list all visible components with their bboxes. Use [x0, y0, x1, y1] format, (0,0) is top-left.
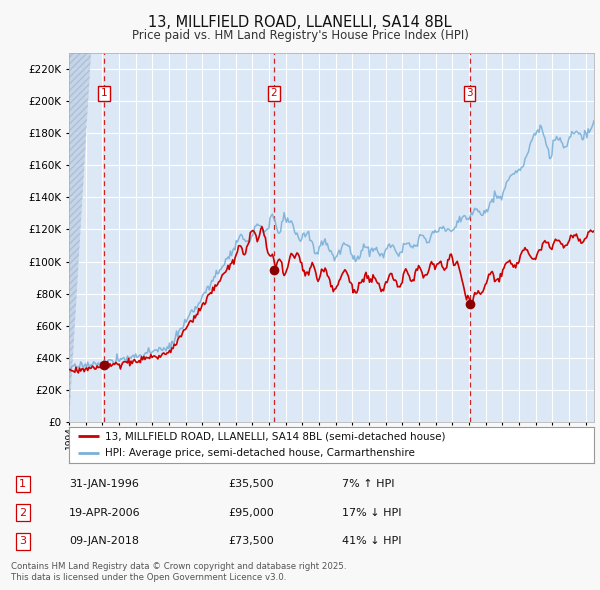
Text: 3: 3 — [466, 88, 473, 98]
Text: 1: 1 — [100, 88, 107, 98]
Text: 17% ↓ HPI: 17% ↓ HPI — [342, 508, 401, 517]
Text: 2: 2 — [271, 88, 277, 98]
Text: 31-JAN-1996: 31-JAN-1996 — [69, 479, 139, 489]
Text: £95,000: £95,000 — [228, 508, 274, 517]
Text: 13, MILLFIELD ROAD, LLANELLI, SA14 8BL (semi-detached house): 13, MILLFIELD ROAD, LLANELLI, SA14 8BL (… — [105, 431, 445, 441]
Text: 1: 1 — [19, 479, 26, 489]
Text: HPI: Average price, semi-detached house, Carmarthenshire: HPI: Average price, semi-detached house,… — [105, 448, 415, 458]
Text: £35,500: £35,500 — [228, 479, 274, 489]
Text: 13, MILLFIELD ROAD, LLANELLI, SA14 8BL: 13, MILLFIELD ROAD, LLANELLI, SA14 8BL — [148, 15, 452, 30]
Text: Price paid vs. HM Land Registry's House Price Index (HPI): Price paid vs. HM Land Registry's House … — [131, 30, 469, 42]
Polygon shape — [69, 53, 91, 422]
Text: Contains HM Land Registry data © Crown copyright and database right 2025.
This d: Contains HM Land Registry data © Crown c… — [11, 562, 346, 582]
Text: 3: 3 — [19, 536, 26, 546]
Text: 2: 2 — [19, 508, 26, 517]
Text: £73,500: £73,500 — [228, 536, 274, 546]
Text: 09-JAN-2018: 09-JAN-2018 — [69, 536, 139, 546]
Text: 7% ↑ HPI: 7% ↑ HPI — [342, 479, 395, 489]
Text: 19-APR-2006: 19-APR-2006 — [69, 508, 140, 517]
Text: 41% ↓ HPI: 41% ↓ HPI — [342, 536, 401, 546]
